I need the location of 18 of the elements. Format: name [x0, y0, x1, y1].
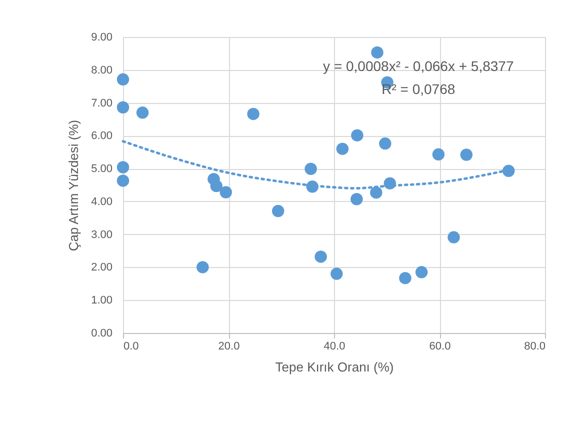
y-tick-label: 1.00 [91, 294, 112, 307]
x-tick-label: 80.0 [524, 340, 546, 352]
y-tick-label: 8.00 [91, 64, 112, 76]
x-tick-label: 0.0 [124, 340, 139, 352]
x-tick-label: 40.0 [324, 340, 346, 352]
y-tick-label: 0.00 [91, 328, 112, 340]
x-axis-title: Tepe Kırık Oranı (%) [275, 360, 394, 374]
y-tick-label: 3.00 [91, 228, 112, 241]
x-tick-label: 20.0 [218, 340, 240, 352]
y-tick-label: 9.00 [91, 32, 112, 44]
y-axis-title: Çap Artım Yüzdesi (%) [66, 120, 82, 252]
y-tick-label: 4.00 [91, 196, 112, 208]
y-tick-label: 5.00 [91, 163, 112, 176]
y-tick-label: 6.00 [91, 130, 112, 142]
y-tick-label: 7.00 [91, 97, 112, 110]
x-tick-label: 60.0 [429, 340, 451, 352]
y-tick-label: 2.00 [91, 262, 112, 274]
annotation: y = 0,0008x² - 0,066x + 5,8377 [323, 58, 514, 74]
